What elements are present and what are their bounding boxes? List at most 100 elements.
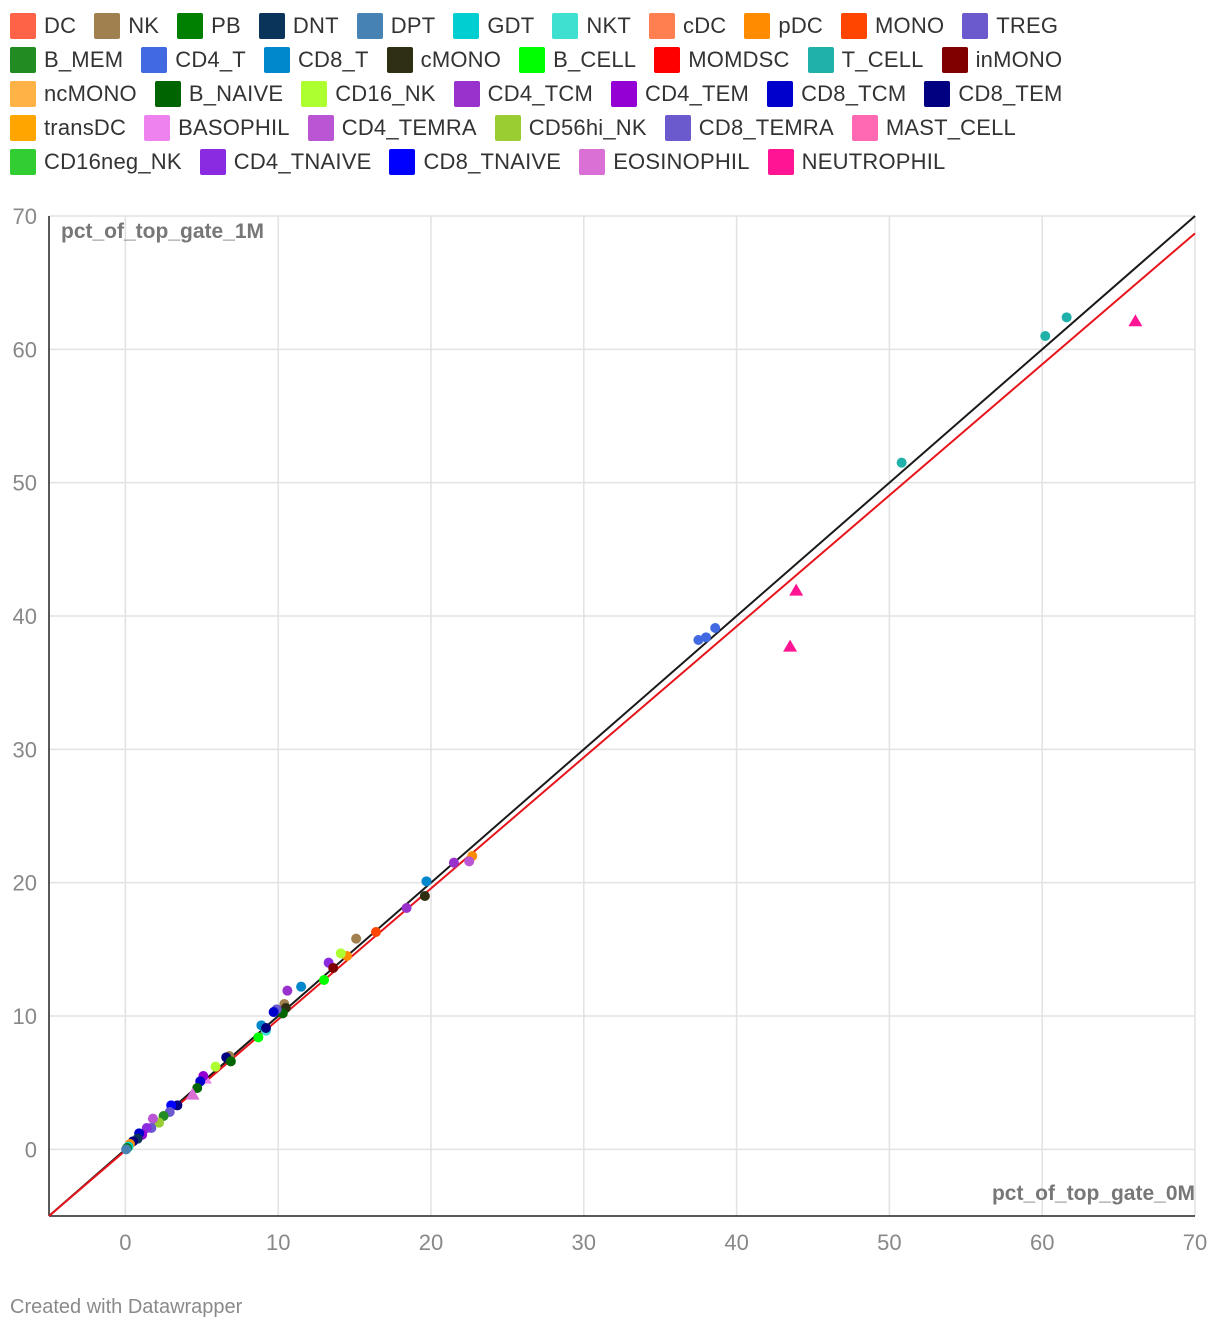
legend-label: MAST_CELL bbox=[885, 115, 1016, 140]
legend-swatch bbox=[552, 13, 579, 39]
legend-swatch bbox=[356, 13, 383, 39]
legend-label: CD16_NK bbox=[335, 81, 436, 106]
x-tick-label: 60 bbox=[1030, 1230, 1054, 1255]
legend-label: pDC bbox=[778, 13, 824, 38]
legend-swatch bbox=[10, 149, 36, 175]
legend-label: B_NAIVE bbox=[188, 81, 284, 106]
legend-item[interactable]: MONO bbox=[841, 13, 944, 39]
legend-label: MOMDSC bbox=[688, 47, 790, 72]
x-tick-label: 10 bbox=[266, 1230, 290, 1255]
legend-item[interactable]: inMONO bbox=[941, 47, 1063, 73]
x-tick-label: 30 bbox=[572, 1230, 596, 1255]
legend-item[interactable]: CD4_TEMRA bbox=[307, 115, 477, 141]
legend-item[interactable]: CD16neg_NK bbox=[10, 149, 182, 175]
legend-swatch bbox=[494, 115, 521, 141]
legend-item[interactable]: B_MEM bbox=[10, 47, 123, 73]
legend-item[interactable]: CD4_TNAIVE bbox=[199, 149, 372, 175]
scatter-chart: 0 10 20 30 40 50 60 70 0 10 20 30 40 50 60 70 pct_of_top… bbox=[13, 204, 1208, 1255]
legend-item[interactable]: CD8_T bbox=[263, 47, 369, 73]
legend-label: cDC bbox=[683, 13, 727, 38]
legend-swatch bbox=[301, 81, 328, 107]
legend-label: CD4_TCM bbox=[487, 81, 593, 106]
x-tick-label: 50 bbox=[877, 1230, 901, 1255]
legend-swatch bbox=[924, 81, 951, 107]
legend-swatch bbox=[141, 47, 168, 73]
legend-label: CD4_TEMRA bbox=[341, 115, 477, 140]
legend-label: MONO bbox=[875, 13, 945, 38]
legend-swatch bbox=[654, 47, 681, 73]
legend-swatch bbox=[258, 13, 285, 39]
legend-label: TREG bbox=[996, 13, 1059, 38]
legend-item[interactable]: B_NAIVE bbox=[154, 81, 284, 107]
legend-label: CD8_T bbox=[297, 47, 369, 72]
legend-item[interactable]: CD8_TEMRA bbox=[664, 115, 834, 141]
data-point-cd4_t bbox=[701, 632, 712, 643]
legend-label: CD16neg_NK bbox=[44, 149, 182, 174]
legend-swatch bbox=[199, 149, 226, 175]
data-point-b_naive bbox=[192, 1083, 203, 1093]
legend-item[interactable]: T_CELL bbox=[807, 47, 924, 73]
legend-swatch bbox=[10, 47, 36, 73]
legend-label: BASOPHIL bbox=[178, 115, 290, 140]
legend-swatch bbox=[10, 81, 36, 107]
x-tick-label: 20 bbox=[419, 1230, 443, 1255]
legend-item[interactable]: B_CELL bbox=[519, 47, 636, 73]
legend-label: PB bbox=[211, 13, 241, 38]
legend-item[interactable]: PB bbox=[177, 13, 241, 39]
legend-swatch bbox=[144, 115, 171, 141]
legend-item[interactable]: CD8_TEM bbox=[924, 81, 1062, 107]
legend-item[interactable]: MAST_CELL bbox=[851, 115, 1016, 141]
legend-item[interactable]: cMONO bbox=[386, 47, 502, 73]
legend-swatch bbox=[767, 81, 794, 107]
legend-item[interactable]: CD16_NK bbox=[301, 81, 435, 107]
legend-item[interactable]: NKT bbox=[552, 13, 631, 39]
legend-item[interactable]: NK bbox=[94, 13, 159, 39]
legend-item[interactable]: CD4_T bbox=[141, 47, 246, 73]
legend-item[interactable]: CD56hi_NK bbox=[494, 115, 647, 141]
legend-item[interactable]: pDC bbox=[744, 13, 823, 39]
x-tick-label: 40 bbox=[724, 1230, 748, 1255]
data-point-nk bbox=[351, 933, 362, 944]
legend-swatch bbox=[154, 81, 181, 107]
fit-line bbox=[48, 232, 1196, 1217]
legend-label: CD4_T bbox=[175, 47, 246, 72]
legend-item[interactable]: TREG bbox=[962, 13, 1058, 39]
data-point-b_cell bbox=[253, 1032, 264, 1043]
legend-item[interactable]: GDT bbox=[453, 13, 534, 39]
legend-label: GDT bbox=[487, 13, 535, 38]
legend-swatch bbox=[177, 13, 204, 39]
legend-label: inMONO bbox=[975, 47, 1063, 72]
data-point-cd4_tcm bbox=[448, 857, 459, 868]
legend-item[interactable]: cDC bbox=[649, 13, 726, 39]
legend-item[interactable]: EOSINOPHIL bbox=[579, 149, 749, 175]
legend-item[interactable]: NEUTROPHIL bbox=[767, 149, 946, 175]
legend-item[interactable]: CD4_TCM bbox=[453, 81, 593, 107]
legend-swatch bbox=[307, 115, 334, 141]
legend-item[interactable]: CD8_TNAIVE bbox=[389, 149, 561, 175]
legend-label: B_CELL bbox=[553, 47, 637, 72]
legend-label: CD8_TEMRA bbox=[698, 115, 834, 140]
legend-label: DNT bbox=[292, 13, 339, 38]
data-point-mono bbox=[370, 927, 381, 937]
y-tick-label: 30 bbox=[13, 737, 37, 762]
legend-swatch bbox=[664, 115, 691, 141]
legend-item[interactable]: BASOPHIL bbox=[144, 115, 290, 141]
legend-item[interactable]: DC bbox=[10, 13, 76, 39]
legend-row: B_MEM CD4_T CD8_T cMONO B_CELL MOMDSC T_CELL in… bbox=[10, 43, 1200, 77]
data-point-cd4_t bbox=[693, 635, 704, 645]
data-point-t_cell bbox=[1040, 331, 1051, 341]
legend-item[interactable]: transDC bbox=[10, 115, 126, 141]
legend-item[interactable]: DNT bbox=[258, 13, 339, 39]
legend-item[interactable]: DPT bbox=[356, 13, 436, 39]
legend-item[interactable]: ncMONO bbox=[10, 81, 137, 107]
data-point-t_cell bbox=[1061, 312, 1072, 323]
legend-item[interactable]: CD8_TCM bbox=[767, 81, 906, 107]
legend: DC NK PB DNT DPT GDT NKT cDC pDC MONO TREG B_MEM CD4… bbox=[10, 9, 1200, 179]
legend-item[interactable]: MOMDSC bbox=[654, 47, 789, 73]
legend-label: DPT bbox=[390, 13, 436, 38]
x-tick-label: 0 bbox=[119, 1230, 131, 1255]
legend-label: CD4_TEM bbox=[644, 81, 750, 106]
legend-item[interactable]: CD4_TEM bbox=[610, 81, 750, 107]
legend-label: cMONO bbox=[420, 47, 502, 72]
data-point-neutrophil bbox=[783, 639, 798, 652]
